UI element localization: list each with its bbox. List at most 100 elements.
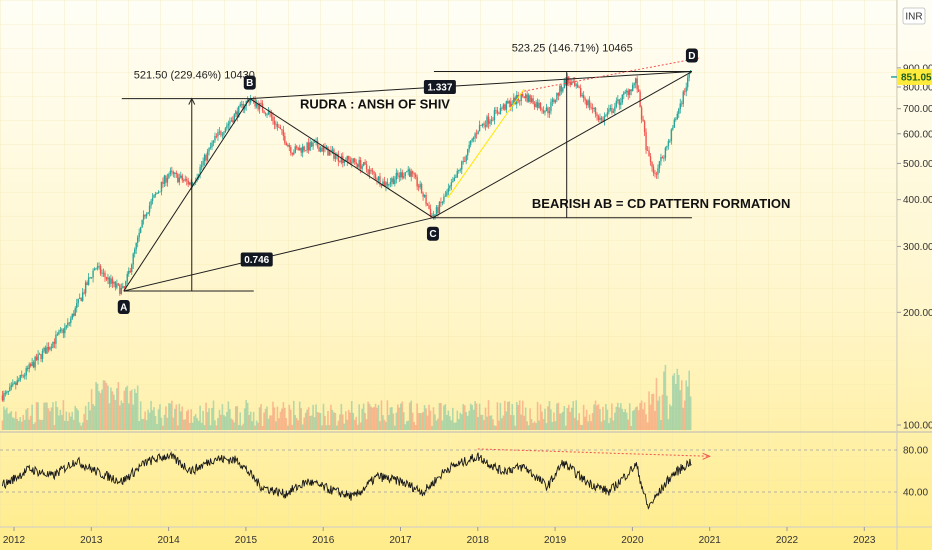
candle-body bbox=[287, 144, 289, 146]
volume-bar bbox=[426, 415, 429, 430]
candle-body bbox=[658, 161, 661, 169]
volume-bar bbox=[116, 388, 118, 430]
x-tick-label: 2015 bbox=[235, 535, 258, 546]
rsi-divergence-arrowhead bbox=[702, 452, 711, 460]
candle-body bbox=[267, 111, 270, 115]
volume-bar bbox=[175, 404, 178, 430]
volume-bar bbox=[65, 411, 68, 430]
candle-body bbox=[560, 85, 563, 92]
candle-body bbox=[288, 144, 291, 148]
volume-bar bbox=[677, 374, 680, 430]
candle-body bbox=[487, 116, 490, 124]
candle-body bbox=[325, 146, 328, 149]
volume-bar bbox=[153, 407, 155, 430]
volume-bar bbox=[327, 410, 329, 430]
volume-bar bbox=[498, 420, 500, 430]
y-tick-label: 600.00 bbox=[903, 129, 932, 140]
candle-body bbox=[200, 165, 203, 168]
volume-bar bbox=[74, 405, 77, 430]
volume-bar bbox=[145, 420, 148, 430]
candle-body bbox=[636, 78, 638, 90]
candle-body bbox=[31, 362, 33, 366]
volume-bar bbox=[675, 384, 677, 430]
candle-body bbox=[117, 283, 120, 285]
candle-body bbox=[24, 375, 26, 377]
volume-bar bbox=[683, 400, 686, 430]
candle-body bbox=[104, 272, 106, 278]
currency-badge[interactable] bbox=[902, 7, 926, 25]
volume-bar bbox=[242, 423, 245, 430]
candle-body bbox=[374, 174, 377, 180]
candle-body bbox=[501, 107, 503, 109]
candle-body bbox=[594, 107, 597, 115]
volume-bar bbox=[28, 419, 30, 430]
volume-bar bbox=[518, 400, 521, 430]
candle-body bbox=[414, 174, 417, 177]
candle-body bbox=[15, 382, 17, 385]
candle-body bbox=[486, 116, 488, 127]
volume-bar bbox=[99, 393, 102, 430]
candle-body bbox=[80, 297, 82, 301]
candle-body bbox=[251, 98, 253, 100]
volume-bar bbox=[688, 370, 690, 430]
candle-body bbox=[370, 169, 372, 171]
volume-bar bbox=[126, 385, 129, 430]
volume-bar bbox=[95, 381, 97, 430]
volume-bar bbox=[303, 417, 305, 430]
candle-body bbox=[150, 200, 152, 206]
volume-bar bbox=[328, 424, 331, 430]
volume-bar bbox=[527, 425, 530, 430]
volume-bar bbox=[203, 425, 206, 430]
candle-body bbox=[395, 172, 398, 180]
volume-bar bbox=[361, 408, 363, 430]
candle-body bbox=[633, 83, 635, 85]
candle-body bbox=[236, 111, 238, 117]
candle-body bbox=[495, 110, 497, 111]
volume-bar bbox=[621, 408, 624, 430]
volume-bar bbox=[7, 413, 10, 430]
volume-bar bbox=[34, 422, 36, 430]
candle-body bbox=[233, 114, 236, 123]
volume-bar bbox=[142, 418, 145, 430]
volume-bar bbox=[124, 387, 127, 430]
candle-body bbox=[227, 123, 230, 126]
candle-body bbox=[565, 80, 567, 85]
candle-body bbox=[336, 153, 338, 156]
volume-bar bbox=[333, 412, 335, 430]
candle-body bbox=[453, 177, 456, 182]
candle-body bbox=[62, 329, 65, 334]
volume-bar bbox=[139, 401, 142, 430]
volume-bar bbox=[347, 409, 350, 430]
candle-body bbox=[128, 270, 130, 274]
candle-body bbox=[416, 176, 418, 187]
volume-bar bbox=[138, 421, 140, 430]
volume-bar bbox=[483, 420, 485, 430]
volume-bar bbox=[532, 422, 534, 430]
volume-bar bbox=[226, 411, 228, 430]
candle-body bbox=[119, 284, 121, 294]
candle-body bbox=[98, 266, 100, 267]
candle-body bbox=[190, 182, 192, 186]
candle-body bbox=[400, 172, 402, 178]
candle-body bbox=[651, 161, 653, 167]
x-tick-label: 2018 bbox=[467, 535, 490, 546]
volume-bar bbox=[588, 414, 591, 430]
candle-body bbox=[79, 297, 81, 299]
volume-bar bbox=[559, 413, 561, 430]
volume-bar bbox=[435, 420, 438, 430]
candle-body bbox=[50, 347, 53, 349]
volume-bar bbox=[410, 400, 413, 430]
candle-body bbox=[431, 215, 433, 216]
volume-bar bbox=[548, 401, 551, 430]
ratio-label: 0.746 bbox=[244, 255, 269, 266]
candle-body bbox=[4, 392, 7, 394]
volume-bar bbox=[35, 402, 38, 430]
volume-bar bbox=[437, 418, 439, 430]
ab-arrowhead bbox=[188, 97, 196, 105]
candle-body bbox=[212, 140, 215, 143]
candle-body bbox=[672, 127, 674, 130]
y-tick-label: 700.00 bbox=[903, 104, 932, 115]
candle-body bbox=[122, 286, 124, 288]
volume-bar bbox=[141, 419, 143, 430]
